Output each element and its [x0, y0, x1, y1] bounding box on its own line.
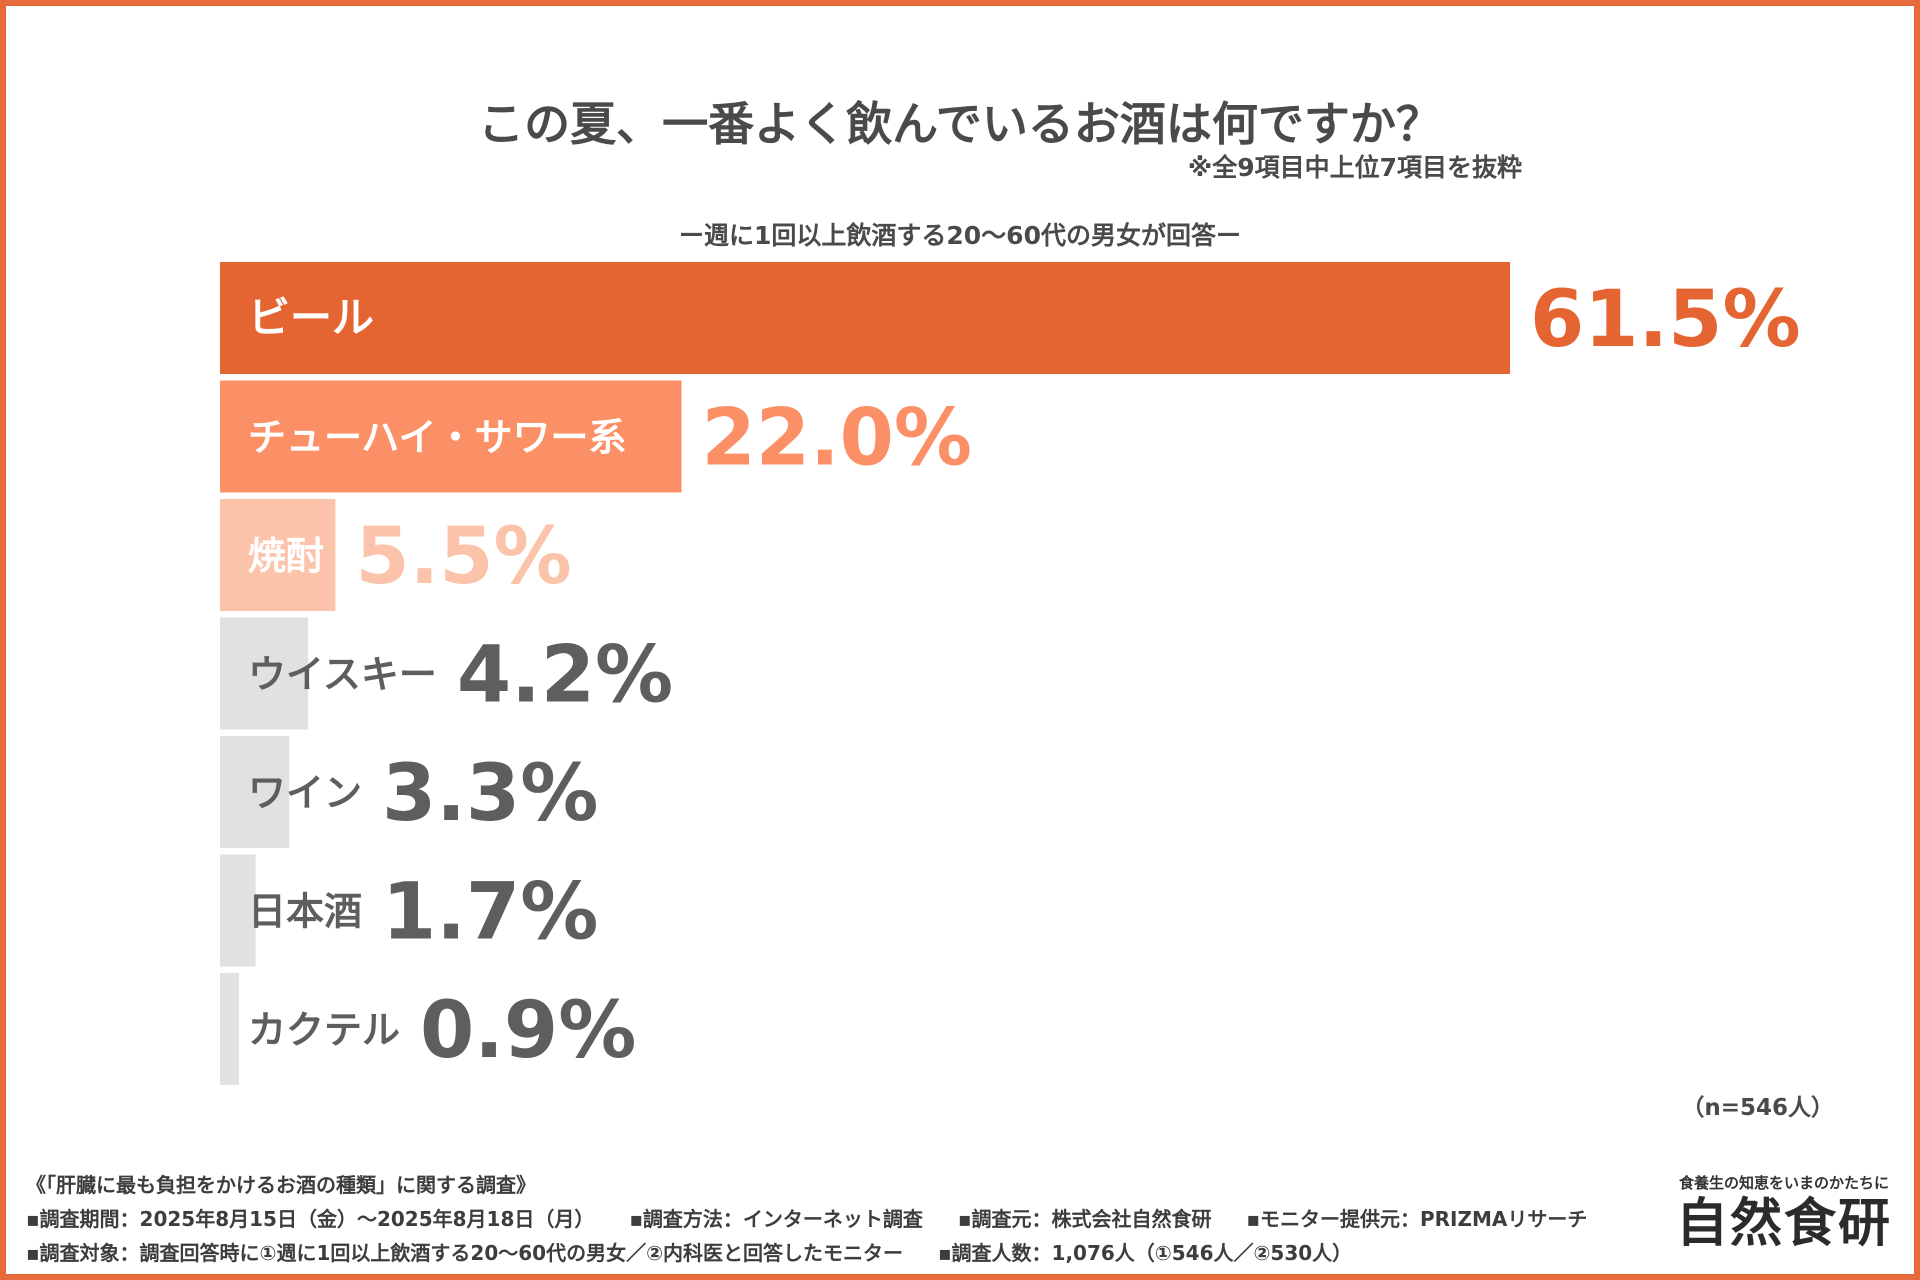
category-label: 焼酎	[248, 534, 324, 578]
category-label: ワイン	[248, 771, 362, 815]
category-label: 日本酒	[248, 890, 362, 934]
brand-logo-block: 食養生の知恵をいまのかたちに 自然食研	[1676, 1172, 1892, 1255]
survey-method: ▪調査方法：インターネット調査	[629, 1207, 923, 1231]
bar-6	[220, 854, 256, 967]
chart-title: この夏、一番よく飲んでいるお酒は何ですか？	[478, 97, 1442, 151]
category-label: カクテル	[248, 1008, 400, 1052]
value-label: 5.5%	[355, 512, 571, 602]
bar-4	[220, 617, 309, 730]
survey-title: 《「肝臓に最も負担をかけるお酒の種類」に関する調査》	[26, 1173, 536, 1197]
chart-subtitle: ー週に1回以上飲酒する20〜60代の男女が回答ー	[679, 221, 1241, 250]
survey-period: ▪調査期間：2025年8月15日（金）〜2025年8月18日（月）	[26, 1207, 595, 1231]
bar-7	[220, 973, 239, 1085]
category-label: ウイスキー	[248, 653, 437, 697]
survey-conductor: ▪調査元：株式会社自然食研	[957, 1207, 1212, 1231]
survey-count: ▪調査人数：1,076人（①546人／②530人）	[937, 1241, 1353, 1265]
value-label: 4.2%	[457, 631, 673, 721]
value-label: 1.7%	[382, 868, 598, 958]
bar-5	[220, 736, 290, 848]
value-label: 3.3%	[382, 749, 598, 839]
chart-note: ※全9項目中上位7項目を抜粋	[1187, 153, 1522, 182]
category-label: チューハイ・サワー系	[248, 416, 626, 460]
bar-chart: ビール 61.5% チューハイ・サワー系 22.0% 焼酎 5.5% ウイスキー 4.2% ワイ…	[220, 262, 1801, 1085]
bar-2	[220, 380, 682, 493]
category-label: ビール	[248, 293, 374, 342]
bar-1	[220, 262, 1510, 374]
bar-3	[220, 499, 336, 611]
value-label: 22.0%	[701, 394, 972, 484]
brand-logo: 自然食研	[1675, 1194, 1892, 1254]
survey-target: ▪調査対象：調査回答時に①週に1回以上飲酒する20〜60代の男女／②内科医と回答…	[26, 1241, 904, 1265]
survey-provider: ▪モニター提供元：PRIZMAリサーチ	[1246, 1207, 1588, 1231]
sample-size-label: （n=546人）	[1681, 1095, 1834, 1121]
brand-tagline: 食養生の知恵をいまのかたちに	[1678, 1174, 1889, 1192]
survey-footer: 《「肝臓に最も負担をかけるお酒の種類」に関する調査》 ▪調査期間：2025年8月…	[26, 1168, 1615, 1270]
value-label: 61.5%	[1530, 275, 1801, 365]
value-label: 0.9%	[420, 986, 636, 1076]
